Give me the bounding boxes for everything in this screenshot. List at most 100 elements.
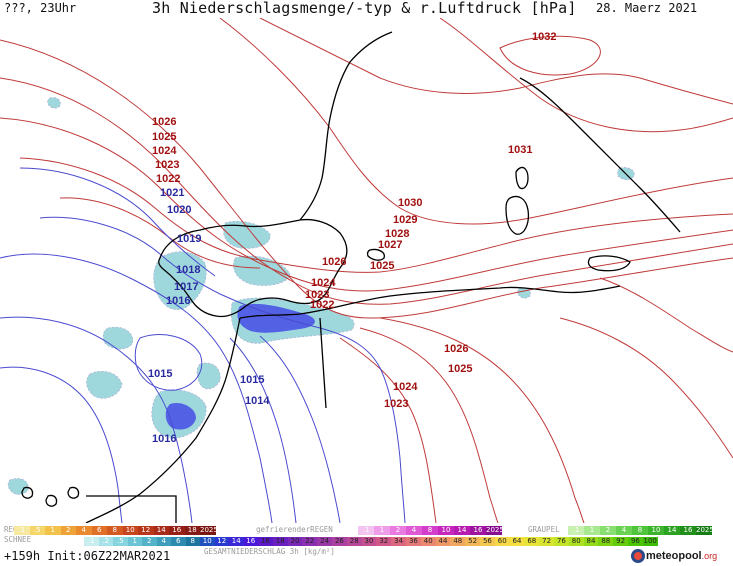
legend-cell: 22 (302, 537, 318, 546)
legend-cell: 12 (138, 526, 154, 535)
legend-cell: 1 (584, 526, 600, 535)
legend-cell: 100 (642, 537, 658, 546)
legend-cell: 2 (142, 537, 157, 546)
iberia-coast (158, 218, 348, 318)
legend-cell: 96 (628, 537, 643, 546)
legend-cell: 10 (122, 526, 138, 535)
legend-cell: 76 (554, 537, 569, 546)
legend-cell: 18 (184, 526, 200, 535)
legend-cell: 30 (361, 537, 377, 546)
legend-cell: 52 (465, 537, 480, 546)
legend-cell: 88 (598, 537, 614, 546)
legend-cell: 8 (422, 526, 438, 535)
pressure-label: 1014 (245, 395, 270, 407)
legend-cell: 20 (287, 537, 303, 546)
legend-cell: 18 (272, 537, 288, 546)
legend-cell: 14 (229, 537, 244, 546)
legend: REGEN gefrierenderREGEN GRAUPEL SCHNEE G… (0, 523, 733, 566)
morocco-coast (85, 317, 241, 523)
legend-cell: 2025+ (200, 526, 216, 535)
legend-cell: 2 (600, 526, 616, 535)
pressure-label: 1027 (378, 239, 402, 251)
legend-cell: 28 (346, 537, 362, 546)
legend-cell: 2 (60, 526, 76, 535)
legend-cell: 6 (171, 537, 186, 546)
legend-cell: 4 (616, 526, 632, 535)
legend-cell: .1 (358, 526, 374, 535)
legend-cell: 32 (376, 537, 392, 546)
pressure-label: 1028 (385, 228, 409, 240)
pressure-label: 1025 (370, 260, 394, 272)
legend-cell: 72 (539, 537, 554, 546)
legend-cell: 2025+ (486, 526, 502, 535)
logo-text: meteopool (646, 550, 702, 562)
legend-cell: 2025+ (696, 526, 712, 535)
meteopool-logo[interactable]: meteopool .org (630, 548, 717, 564)
legend-cell: 56 (480, 537, 495, 546)
balearic (366, 248, 385, 261)
legend-cell: 16 (680, 526, 696, 535)
pressure-label: 1031 (508, 144, 532, 156)
legend-cell: 6 (91, 526, 107, 535)
legend-cell: 80 (568, 537, 584, 546)
legend-cell: 48 (450, 537, 466, 546)
legend-cell: 10 (648, 526, 664, 535)
legend-cell: 84 (583, 537, 599, 546)
legend-cell: .5 (29, 526, 45, 535)
border-morocco-algeria (319, 317, 327, 409)
legend-cell: 36 (406, 537, 421, 546)
legend-cell: 34 (391, 537, 406, 546)
isobars-low (0, 167, 406, 523)
legend-cell: 14 (454, 526, 470, 535)
pressure-label: 1023 (305, 289, 329, 301)
canary-1 (21, 486, 34, 499)
legend-cell: 26 (332, 537, 347, 546)
legend-cell: 68 (524, 537, 540, 546)
legend-cell: 1 (127, 537, 142, 546)
sardinia (505, 195, 530, 235)
precip-area-atlantic-3 (102, 326, 134, 350)
legend-cell: 92 (613, 537, 628, 546)
legend-cell: 12 (214, 537, 229, 546)
legend-cell: 44 (435, 537, 451, 546)
legend-cell: 60 (494, 537, 510, 546)
legend-cell: 16 (258, 537, 273, 546)
pressure-label: 1026 (322, 256, 346, 268)
africa-coast (239, 285, 621, 319)
corsica (515, 166, 529, 190)
legend-cell: 14 (664, 526, 680, 535)
pressure-label: 1022 (156, 173, 180, 185)
pressure-label: 1026 (444, 343, 468, 355)
precip-area-strait-core (237, 303, 315, 333)
legend-cell: 16 (470, 526, 486, 535)
legend-cell: .5 (113, 537, 128, 546)
legend-cell: 4 (406, 526, 422, 535)
run-info: +159h Init:06Z22MAR2021 (4, 549, 171, 563)
pressure-label: 1024 (393, 381, 418, 393)
legend-freezing-label: gefrierenderREGEN (256, 525, 333, 534)
legend-cell: 16 (169, 526, 185, 535)
legend-cell: 10 (438, 526, 454, 535)
logo-circle-icon (631, 549, 645, 563)
legend-gesamt-label: GESAMTNIEDERSCHLAG 3h [kg/m²] (204, 547, 335, 556)
pressure-label: 1025 (152, 131, 176, 143)
pressure-label: 1019 (177, 233, 201, 245)
pressure-label: 1023 (384, 398, 408, 410)
pressure-label: 1025 (448, 363, 472, 375)
border-west-sahara (86, 495, 177, 523)
legend-cell: 4 (156, 537, 171, 546)
legend-cell: .1 (14, 526, 30, 535)
legend-cell: 14 (153, 526, 169, 535)
pressure-label: 1024 (152, 145, 177, 157)
legend-cell: 8 (632, 526, 648, 535)
pressure-label: 1022 (310, 299, 334, 311)
pressure-label: 1026 (152, 116, 176, 128)
legend-cell: 8 (107, 526, 123, 535)
isobars-high (0, 18, 733, 523)
legend-schnee-label: SCHNEE (4, 535, 32, 544)
legend-cell: .1 (84, 537, 99, 546)
precip-area-small-4 (7, 478, 29, 495)
